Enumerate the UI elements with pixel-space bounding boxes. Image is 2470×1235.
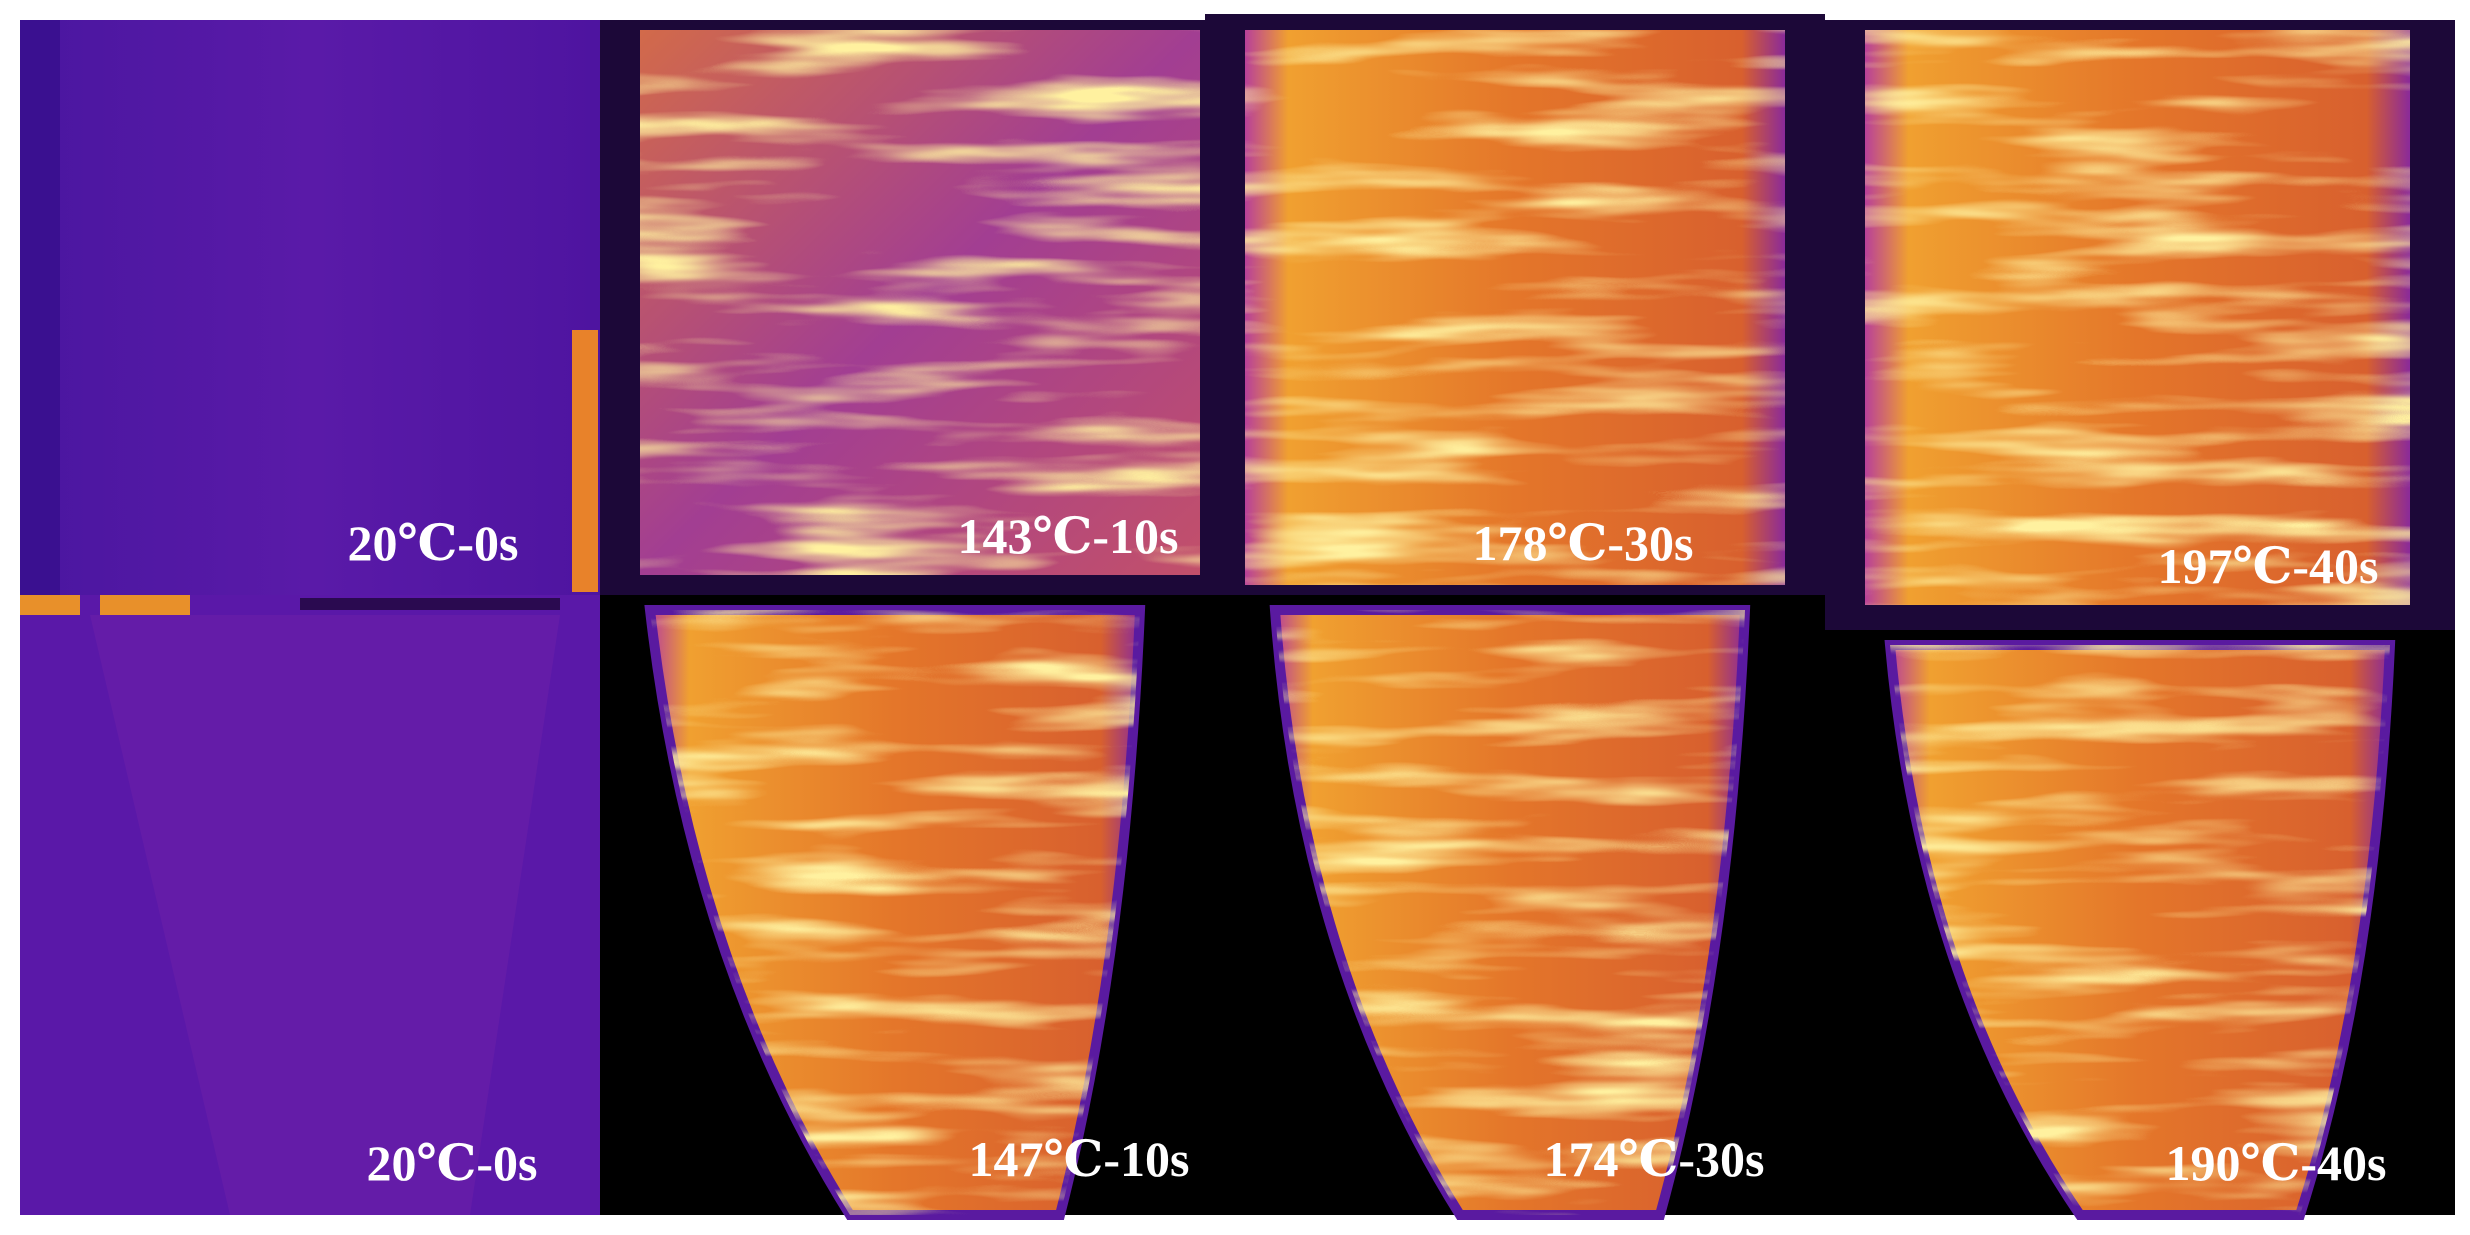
panel-label: 147℃-10s [968,1131,1189,1187]
panel-label: 174℃-30s [1543,1131,1764,1187]
panel-top-2 [600,20,1205,595]
panel-top-1 [20,20,600,595]
panel-top-4 [1825,20,2455,630]
panel-bottom-1 [20,595,600,1215]
panel-label: 143℃-10s [957,508,1178,564]
panel-label: 20℃-0s [347,515,518,571]
panel-label: 20℃-0s [366,1135,537,1191]
panel-top-3 [1205,14,1825,595]
panel-label: 190℃-40s [2165,1135,2386,1191]
panel-bottom-4 [1825,630,2455,1220]
panel-label: 197℃-40s [2157,538,2378,594]
panel-bottom-3 [1205,595,1825,1220]
panel-bottom-2 [600,595,1205,1220]
panel-label: 178℃-30s [1472,515,1693,571]
